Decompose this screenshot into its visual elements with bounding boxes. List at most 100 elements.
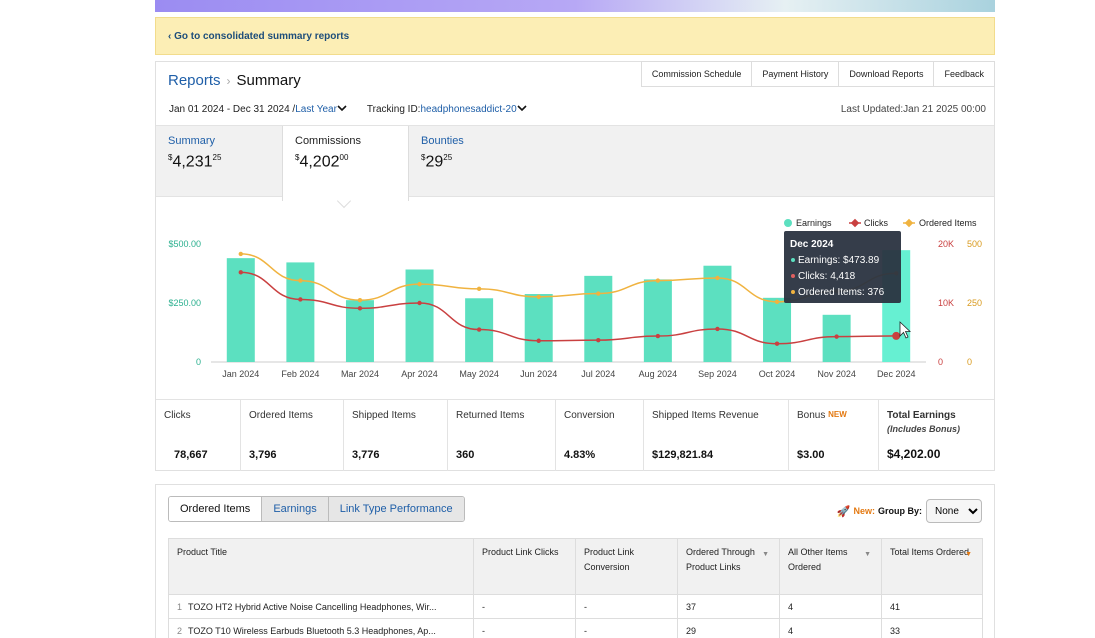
ordered-items-point [774,299,780,305]
ordered-items-point [596,291,601,296]
new-label: New: [853,506,875,516]
clicks-point [536,338,541,343]
x-axis-tick-label: Mar 2024 [341,369,379,379]
clicks-point [596,337,601,343]
ordered-items-point [715,275,720,281]
ordered-items-point [655,278,661,283]
consolidated-reports-banner: ‹ Go to consolidated summary reports [155,17,995,55]
feedback-link[interactable]: Feedback [934,61,995,87]
tracking-id-dropdown[interactable]: headphonesaddict-20 [420,104,527,115]
commission-schedule-link[interactable]: Commission Schedule [640,61,753,87]
stat-value: 360 [456,449,475,461]
clicks-point [655,333,661,339]
tooltip-line: Ordered Items: 376 [798,287,885,298]
stat-value: 4.83% [564,449,596,461]
stat-value: 3,776 [352,449,380,461]
right-axis-clicks-tick-label: 0 [938,357,943,367]
product-title-cell[interactable]: 1 TOZO HT2 Hybrid Active Noise Cancelling… [168,594,474,619]
breadcrumb-separator: › [226,73,231,88]
stat-conversion: Conversion 4.83% [556,400,644,471]
column-product-link-clicks[interactable]: Product Link Clicks [473,538,576,595]
clicks-point [298,297,303,302]
earnings-bar [524,294,553,362]
x-axis-tick-label: Sep 2024 [698,369,737,379]
stat-shipped-items: Shipped Items 3,776 [344,400,448,471]
chart-tooltip [784,231,901,303]
stat-value: 78,667 [174,449,208,461]
legend-ordered-label: Ordered Items [919,218,977,228]
x-axis-tick-label: Oct 2024 [759,369,796,379]
new-badge: NEW [828,410,847,419]
rocket-icon: 🚀 [836,505,851,518]
left-axis-tick-label: $500.00 [168,239,201,249]
link-conversion-cell: - [575,618,678,638]
clicks-point [834,334,839,339]
tab-link-type-performance[interactable]: Link Type Performance [327,497,464,521]
tab-summary-label: Summary [168,135,216,147]
stats-row: Clicks 78,667 Ordered Items 3,796 Shippe… [156,399,994,471]
earnings-bar [703,265,732,362]
link-conversion-cell: - [575,594,678,619]
ordered-items-point [357,297,363,303]
column-ordered-through-links[interactable]: Ordered Through Product Links ▼ [677,538,780,595]
chevron-down-icon [337,105,347,112]
earnings-bar [763,297,792,362]
stat-label: Bonus NEW [797,410,847,421]
tracking-id-label: Tracking ID: [366,104,421,115]
sort-icon: ▼ [762,551,769,558]
stat-label: Ordered Items [249,410,313,421]
right-axis-ordered-tick-label: 250 [967,298,982,308]
tab-bounties[interactable]: Bounties $2925 [409,126,535,198]
download-reports-link[interactable]: Download Reports [839,61,935,87]
earnings-bar [226,258,255,362]
group-by-select[interactable]: None [926,499,982,523]
tab-summary-amount: $4,23125 [168,153,222,171]
tracking-id-value: headphonesaddict-20 [420,104,517,115]
legend-clicks-marker [850,218,860,228]
payment-history-link[interactable]: Payment History [752,61,840,87]
left-axis-tick-label: 0 [196,357,201,367]
stat-sublabel: (Includes Bonus) [887,424,961,434]
ordered-items-point [298,278,303,283]
stat-clicks: Clicks 78,667 [156,400,241,471]
x-axis-tick-label: Nov 2024 [817,369,856,379]
right-axis-clicks-tick-label: 20K [938,239,954,249]
column-product-link-conversion[interactable]: Product Link Conversion [575,538,678,595]
summary-panel: Reports › Summary Commission Schedule Pa… [155,61,995,471]
x-axis-tick-label: Dec 2024 [877,369,916,379]
stat-label: Shipped Items [352,410,416,421]
x-axis-tick-label: Jul 2024 [581,369,615,379]
tooltip-bullet [791,290,795,294]
column-all-other-items[interactable]: All Other Items Ordered ▼ [779,538,882,595]
go-to-consolidated-link[interactable]: ‹ Go to consolidated summary reports [168,30,350,42]
last-updated-text: Last Updated:Jan 21 2025 00:00 [840,104,986,115]
tab-commissions[interactable]: Commissions $4,20200 [282,126,409,201]
legend-ordered-marker [904,218,914,228]
earnings-bar [584,275,613,362]
breadcrumb-reports-link[interactable]: Reports [168,72,221,89]
product-title-cell[interactable]: 2 TOZO T10 Wireless Earbuds Bluetooth 5.3… [168,618,474,638]
breadcrumb: Reports › Summary [168,72,301,89]
group-by-control: 🚀 New: Group By: None [837,499,982,523]
x-axis-tick-label: Jan 2024 [222,369,259,379]
chevron-down-icon [517,105,527,112]
column-product-title[interactable]: Product Title [168,538,474,595]
other-items-cell: 4 [779,618,882,638]
clicks-point [892,331,901,340]
ordered-items-point [417,281,422,287]
stat-value: $3.00 [797,449,825,461]
tab-ordered-items[interactable]: Ordered Items [169,497,262,521]
total-items-cell: 33 [881,618,983,638]
clicks-point [357,306,363,311]
tab-earnings[interactable]: Earnings [261,497,328,521]
column-total-items-ordered[interactable]: Total Items Ordered ▼ [881,538,983,595]
table-header-row: Product Title Product Link Clicks Produc… [168,538,983,595]
date-range-text: Jan 01 2024 - Dec 31 2024 / [169,104,296,115]
ordered-through-cell: 29 [677,618,780,638]
legend-earnings-label: Earnings [796,218,832,228]
period-dropdown[interactable]: Last Year [295,104,347,115]
tab-summary[interactable]: Summary $4,23125 [156,126,282,198]
stat-total-earnings: Total Earnings (Includes Bonus) $4,202.0… [879,400,994,471]
earnings-bar [643,279,672,362]
table-row: 2 TOZO T10 Wireless Earbuds Bluetooth 5.3… [168,618,983,638]
